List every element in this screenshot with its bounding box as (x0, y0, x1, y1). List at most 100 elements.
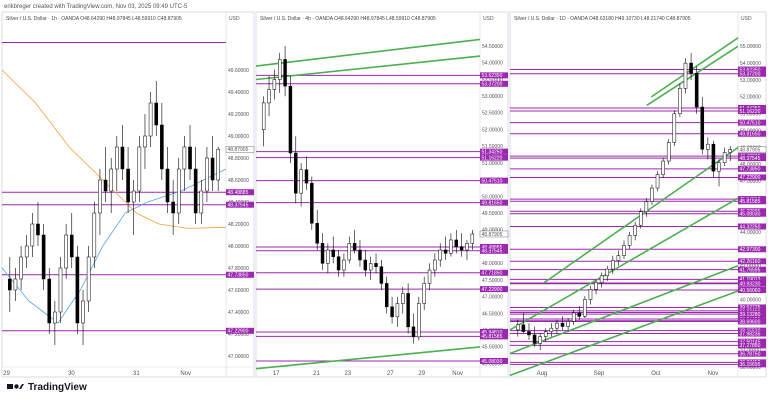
credit-text: erikbreger created with TradingView.com,… (4, 4, 188, 10)
candle-body (700, 106, 705, 150)
candle-body (342, 259, 346, 271)
candle-body (310, 182, 314, 224)
candle-body (320, 243, 325, 264)
level-label: 50.47510 (482, 178, 503, 184)
candle-body (385, 283, 389, 308)
y-tick-label: 51.00000 (740, 112, 761, 118)
candle-body (583, 299, 587, 317)
candle-body (53, 311, 57, 324)
candle-body (411, 326, 416, 338)
y-tick-label: 53.50000 (482, 77, 503, 83)
candle-body (336, 256, 341, 271)
channel-line (255, 38, 481, 67)
candle (199, 180, 204, 224)
candle (368, 256, 373, 281)
candle (661, 157, 665, 178)
level-label: 45.81585 (740, 199, 761, 205)
candle (53, 301, 57, 345)
candle-body (64, 234, 68, 269)
candle-body (443, 249, 448, 254)
candle-body (678, 88, 682, 115)
y-tick-label: 47.20000 (228, 332, 249, 338)
level-label: 53.37200 (482, 82, 503, 88)
candle-body (210, 157, 215, 181)
candle-body (331, 249, 335, 257)
level-label-bg (480, 199, 508, 206)
candle (427, 263, 432, 291)
candle-body (299, 169, 303, 194)
level-label: 48.37545 (228, 203, 249, 209)
candle (459, 233, 464, 257)
brand-logo: TradingView (7, 382, 87, 393)
candle-body (549, 327, 554, 332)
level-label: 40.93230 (740, 282, 761, 288)
candle (347, 236, 351, 264)
candle (210, 136, 215, 191)
candle (422, 276, 426, 311)
candle-body (58, 267, 63, 313)
level-label-bg (738, 130, 766, 137)
candle (109, 158, 113, 213)
panel-1d[interactable]: Silver / U.S. Dollar · 1D · OANDA O48.63… (509, 11, 767, 378)
candle-body (368, 263, 373, 271)
x-tick-label: Nov (708, 371, 719, 377)
level-label-bg (738, 311, 766, 318)
panel-4h[interactable]: Silver / U.S. Dollar · 4h · OANDA O48.64… (255, 11, 509, 378)
candle (283, 46, 287, 97)
level-label-bg (738, 105, 766, 112)
candle-body (594, 282, 598, 290)
x-tick-label: Sep (594, 371, 605, 377)
candle-body (616, 255, 621, 261)
y-tick-label: 54.00000 (740, 61, 761, 67)
candle (728, 145, 732, 162)
candle (115, 136, 119, 191)
candle-body (98, 179, 102, 214)
candle-body (390, 306, 394, 318)
level-label-bg (738, 304, 766, 311)
candle (401, 286, 405, 314)
candle (438, 243, 442, 267)
y-tick-label: 49.40000 (228, 90, 249, 96)
candle (588, 285, 593, 305)
y-tick-label: 36.00000 (740, 365, 761, 371)
candle-body (683, 62, 688, 89)
level-label: 47.71850 (482, 271, 503, 277)
candle (689, 53, 693, 81)
candle-body (24, 245, 29, 258)
candle (176, 158, 181, 224)
candle (272, 69, 277, 100)
candle-body (722, 152, 727, 163)
candle (188, 125, 192, 180)
candle-body (315, 222, 319, 244)
panel-frame (509, 11, 767, 378)
candle-body (69, 234, 74, 258)
level-label: 47.73850 (228, 273, 249, 279)
y-tick-label: 49.60000 (228, 68, 249, 74)
candle (36, 202, 40, 246)
y-tick-label: 55.00000 (740, 44, 761, 50)
candle (433, 253, 437, 277)
level-label: 48.37545 (740, 156, 761, 162)
candle-body (470, 233, 475, 244)
candle-body (176, 168, 181, 214)
candle (315, 209, 319, 250)
y-tick-label: 48.60000 (228, 178, 249, 184)
candle (683, 58, 688, 94)
level-label-bg (738, 258, 766, 265)
level-label-bg (738, 66, 766, 73)
candle (395, 296, 400, 327)
candle-body (19, 256, 23, 280)
level-label-bg (480, 80, 508, 87)
channel-line (255, 346, 481, 370)
candle (193, 147, 198, 224)
level-label-bg (738, 174, 766, 181)
candle (406, 283, 410, 334)
level-label-bg (480, 148, 508, 155)
level-label-bg (738, 330, 766, 337)
candle-body (86, 256, 91, 302)
panel-1h[interactable]: Silver / U.S. Dollar · 1h · OANDA O48.64… (1, 11, 255, 378)
candle (19, 246, 23, 290)
candle-body (706, 143, 710, 150)
candle (594, 279, 598, 295)
x-tick-label: 29 (418, 371, 425, 377)
